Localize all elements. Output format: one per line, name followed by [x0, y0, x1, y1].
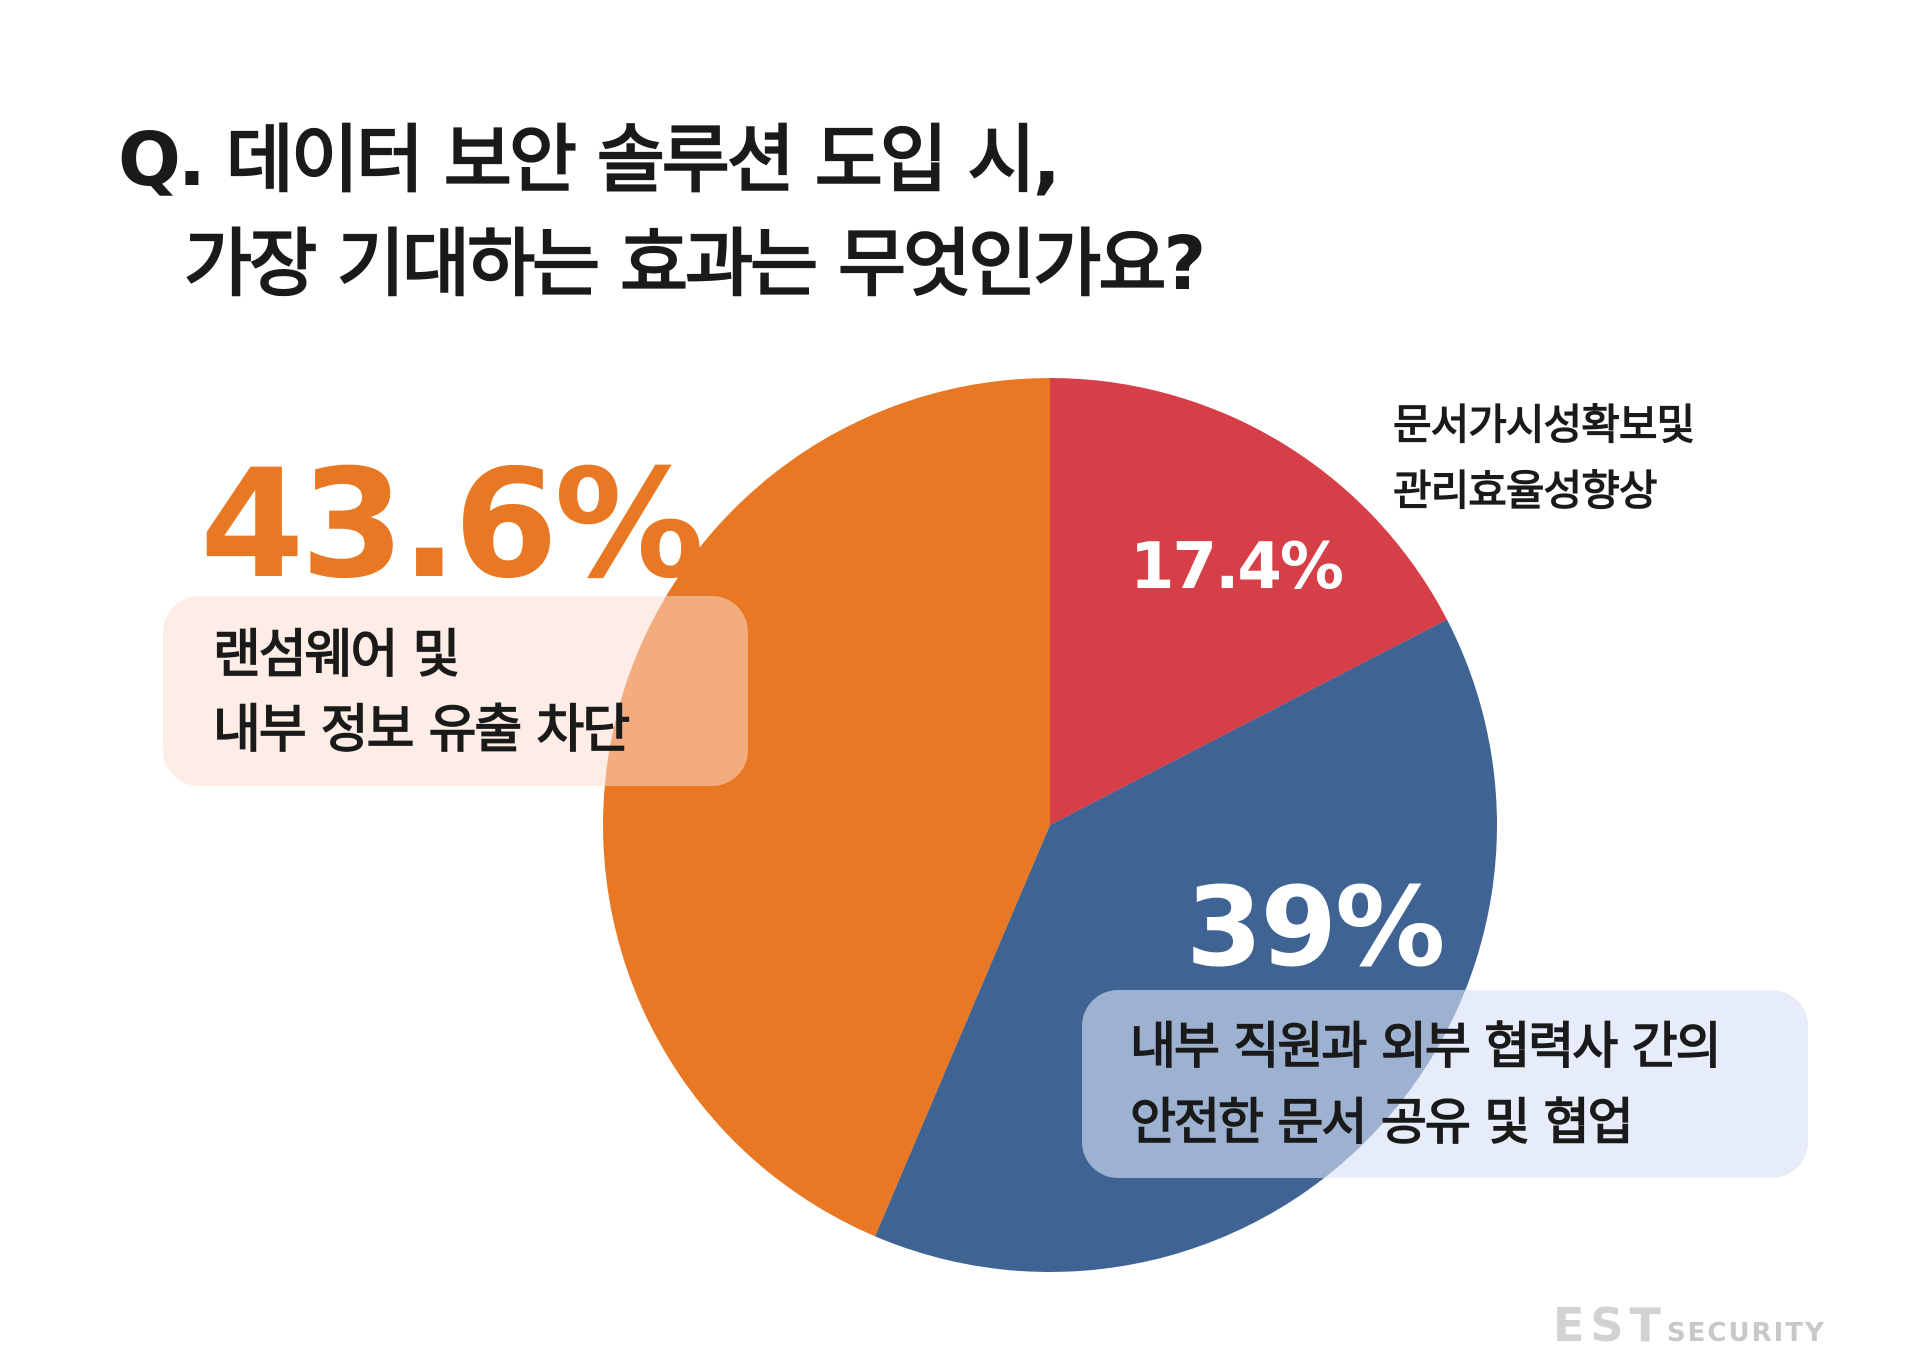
category-label-ransomware-leak-prevention: 랜섬웨어 및 내부 정보 유출 차단 [163, 596, 748, 786]
category-label-line: 랜섬웨어 및 [213, 625, 460, 685]
chart-title-line-1: Q. 데이터 보안 솔루션 도입 시, [118, 117, 1061, 203]
logo-brand: EST [1553, 1298, 1667, 1352]
pie-slice-ransomware-leak-prevention [603, 378, 1050, 1237]
chart-title-line-2: 가장 기대하는 효과는 무엇인가요? [184, 221, 1206, 307]
category-label-secure-document-sharing: 내부 직원과 외부 협력사 간의 안전한 문서 공유 및 협업 [1082, 990, 1808, 1178]
logo-suffix: SECURITY [1666, 1318, 1826, 1348]
value-label-ransomware-leak-prevention: 43.6% [200, 438, 704, 612]
category-label-line: 문서가시성확보및 [1393, 400, 1695, 449]
pie-slice-document-visibility [1050, 378, 1447, 825]
estsecurity-logo: ESTSECURITY [1553, 1298, 1826, 1352]
category-label-line: 안전한 문서 공유 및 협업 [1130, 1093, 1634, 1151]
value-label-secure-document-sharing: 39% [1186, 863, 1445, 991]
category-label-document-visibility: 문서가시성확보및 관리효율성향상 [1393, 392, 1695, 524]
chart-title: Q. 데이터 보안 솔루션 도입 시, 가장 기대하는 효과는 무엇인가요? [118, 108, 1206, 316]
value-label-document-visibility: 17.4% [1130, 530, 1344, 604]
category-label-line: 관리효율성향상 [1393, 466, 1657, 515]
category-label-line: 내부 정보 유출 차단 [213, 700, 630, 760]
category-label-line: 내부 직원과 외부 협력사 간의 [1130, 1017, 1722, 1075]
